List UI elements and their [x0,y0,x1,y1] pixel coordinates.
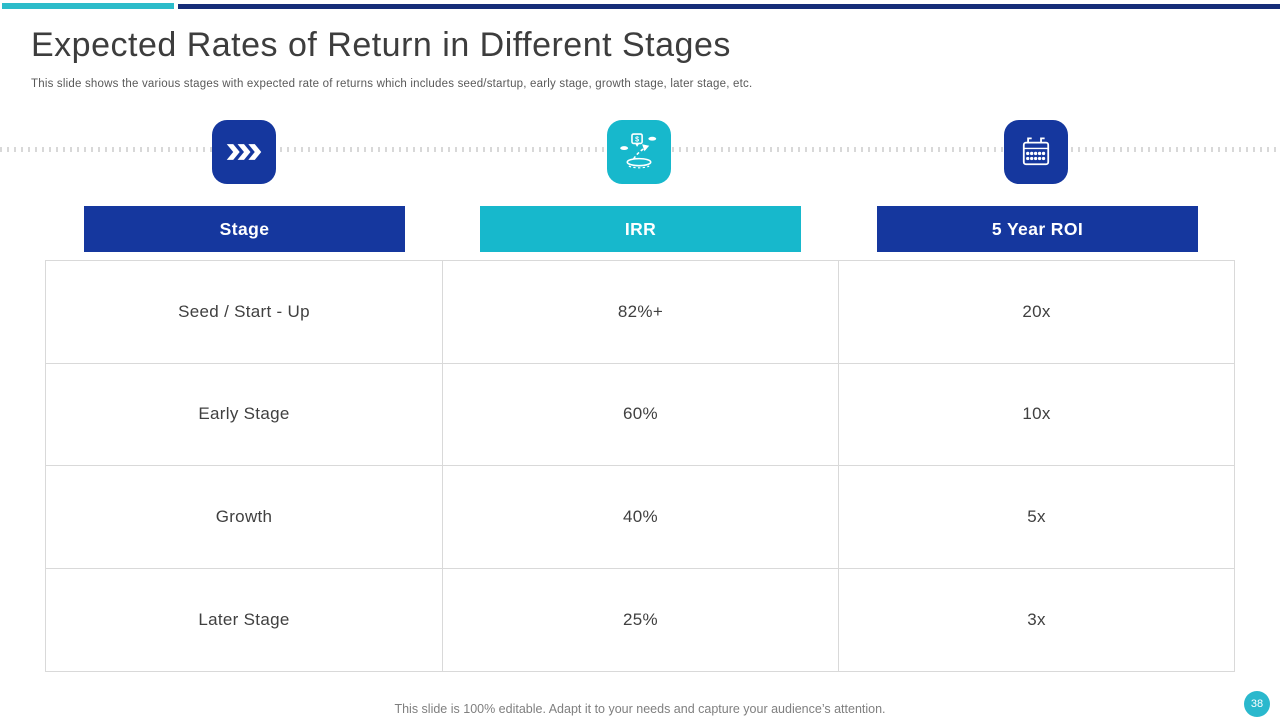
returns-table: Seed / Start - Up 82%+ 20x Early Stage 6… [45,260,1235,672]
page-subtitle: This slide shows the various stages with… [31,78,753,90]
column-header-stage: Stage [84,206,405,252]
top-accent-cyan-bar [2,3,174,9]
table-cell-roi: 3x [1027,609,1046,629]
money-growth-icon: $ [607,120,671,184]
table-cell-roi: 20x [839,261,1234,364]
footer-note: This slide is 100% editable. Adapt it to… [394,702,886,716]
table-cell-irr: 25% [443,568,839,671]
table-cell-stage: Growth [46,466,443,569]
table-cell-roi: 5x [839,466,1234,569]
table-cell-roi: 10x [839,364,1234,466]
table-cell-stage: Seed / Start - Up [46,261,443,364]
table-cell-irr: 40% [443,466,839,569]
table-cell-stage: Early Stage [46,363,443,466]
svg-text:$: $ [635,136,639,143]
page-title: Expected Rates of Return in Different St… [31,26,731,64]
column-header-5-year-roi: 5 Year ROI [877,206,1198,252]
table-cell-stage: Later Stage [46,568,443,671]
calendar-icon [1004,120,1068,184]
table-cell-irr: 60% [443,363,839,466]
column-header-irr: IRR [480,206,801,252]
fast-forward-icon [212,120,276,184]
top-accent-navy-bar [178,4,1280,9]
table-cell-irr: 82%+ [443,261,839,364]
page-number-badge: 38 [1244,691,1270,717]
